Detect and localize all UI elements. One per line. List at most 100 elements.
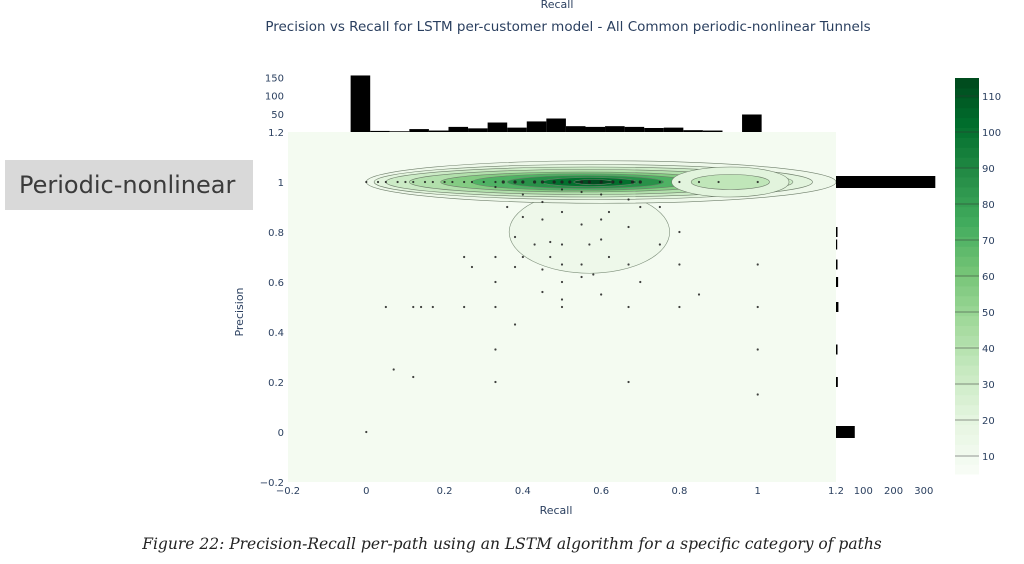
colorbar-segment: [955, 246, 979, 257]
scatter-point: [412, 305, 415, 309]
y-tick-label: 0.4: [268, 328, 284, 339]
scatter-point: [533, 180, 537, 184]
scatter-point: [627, 380, 630, 384]
colorbar-segment: [955, 177, 979, 188]
scatter-point: [588, 243, 591, 246]
scatter-point: [365, 430, 368, 434]
marginal-x-bar: [742, 114, 762, 132]
scatter-point: [600, 293, 603, 296]
scatter-point: [607, 255, 611, 259]
scatter-point: [506, 205, 509, 209]
marginal-y-tick-label: 300: [914, 486, 933, 497]
x-tick-label: 0.4: [515, 486, 531, 497]
colorbar-segment: [955, 167, 979, 178]
y-tick-label: −0.2: [260, 478, 284, 489]
colorbar-tick-label: 20: [982, 416, 995, 427]
marginal-x-bar: [546, 118, 566, 132]
marginal-x-bar: [507, 127, 527, 132]
colorbar-segment: [955, 285, 979, 297]
marginal-y-bar: [836, 277, 839, 287]
scatter-point: [600, 218, 603, 221]
scatter-point: [611, 180, 615, 184]
colorbar-segment: [955, 404, 979, 416]
scatter-point: [756, 393, 759, 396]
scatter-point: [627, 198, 630, 201]
marginal-y-tick-label: 200: [884, 486, 903, 497]
marginal-x-bar: [487, 122, 508, 132]
colorbar-tick-label: 30: [982, 380, 995, 391]
colorbar-segment: [955, 375, 979, 386]
scatter-point: [580, 223, 583, 226]
scatter-point: [513, 180, 517, 184]
scatter-point: [513, 323, 517, 326]
scatter-point: [412, 180, 415, 184]
scatter-point: [560, 210, 564, 214]
marginal-x-tick-label: 50: [271, 110, 284, 121]
marginal-x-bar: [624, 126, 645, 132]
scatter-point: [580, 263, 583, 266]
colorbar-tick-label: 50: [982, 308, 995, 319]
scatter-point: [463, 255, 466, 259]
colorbar-tick-label: 80: [982, 200, 995, 211]
colorbar-segment: [955, 206, 979, 218]
scatter-point: [717, 180, 720, 184]
colorbar-segment: [955, 276, 979, 287]
scatter-point: [580, 190, 583, 194]
scatter-point: [419, 305, 423, 309]
scatter-point: [365, 180, 368, 184]
scatter-point: [658, 205, 661, 209]
scatter-point: [658, 180, 661, 184]
figure-caption: Figure 22: Precision-Recall per-path usi…: [142, 535, 882, 553]
scatter-point: [549, 255, 552, 259]
scatter-point: [540, 180, 545, 184]
scatter-point: [638, 180, 642, 184]
scatter-point: [600, 238, 603, 241]
x-tick-label: 0: [363, 486, 369, 497]
colorbar-segment: [955, 216, 979, 227]
y-tick-label: 0.6: [268, 278, 284, 289]
scatter-point: [521, 180, 525, 184]
colorbar-tick-label: 110: [982, 92, 1001, 103]
colorbar-segment: [955, 394, 979, 406]
marginal-y-bar: [836, 344, 838, 355]
scatter-point: [549, 240, 552, 244]
colorbar-segment: [955, 147, 979, 158]
colorbar-segment: [955, 355, 979, 366]
x-tick-label: 1.2: [828, 486, 844, 497]
scatter-point: [592, 273, 595, 276]
colorbar-segment: [955, 226, 979, 237]
scatter-point: [579, 180, 584, 184]
colorbar-segment: [955, 424, 979, 435]
scatter-point: [639, 280, 642, 284]
x-tick-label: 0.8: [671, 486, 687, 497]
scatter-point: [658, 243, 661, 246]
marginal-x-bar: [585, 126, 606, 132]
colorbar-tick-label: 10: [982, 452, 995, 463]
marginal-x-bar: [428, 130, 449, 132]
colorbar-tick-label: 90: [982, 164, 995, 175]
marginal-x-bar: [526, 121, 547, 132]
marginal-x-bar: [350, 75, 371, 132]
colorbar-segment: [955, 107, 979, 119]
scatter-point: [494, 348, 497, 351]
colorbar-segment: [955, 256, 979, 267]
scatter-point: [513, 235, 517, 239]
marginal-x-bar: [663, 127, 684, 132]
marginal-x-bar: [702, 130, 723, 132]
y-tick-label: 1: [278, 178, 284, 189]
marginal-y-bar: [836, 426, 855, 438]
scatter-point: [541, 200, 544, 204]
marginal-y-bar: [836, 239, 838, 250]
colorbar-segment: [955, 305, 979, 317]
x-tick-label: 1: [755, 486, 761, 497]
scatter-point: [541, 218, 544, 221]
scatter-point: [470, 265, 474, 269]
scatter-point: [619, 180, 623, 184]
scatter-point: [627, 263, 630, 266]
colorbar-tick-label: 40: [982, 344, 995, 355]
x-tick-label: 0.2: [437, 486, 453, 497]
y-tick-label: 0.8: [268, 228, 284, 239]
x-tick-label: 0.6: [593, 486, 609, 497]
scatter-point: [494, 305, 497, 309]
